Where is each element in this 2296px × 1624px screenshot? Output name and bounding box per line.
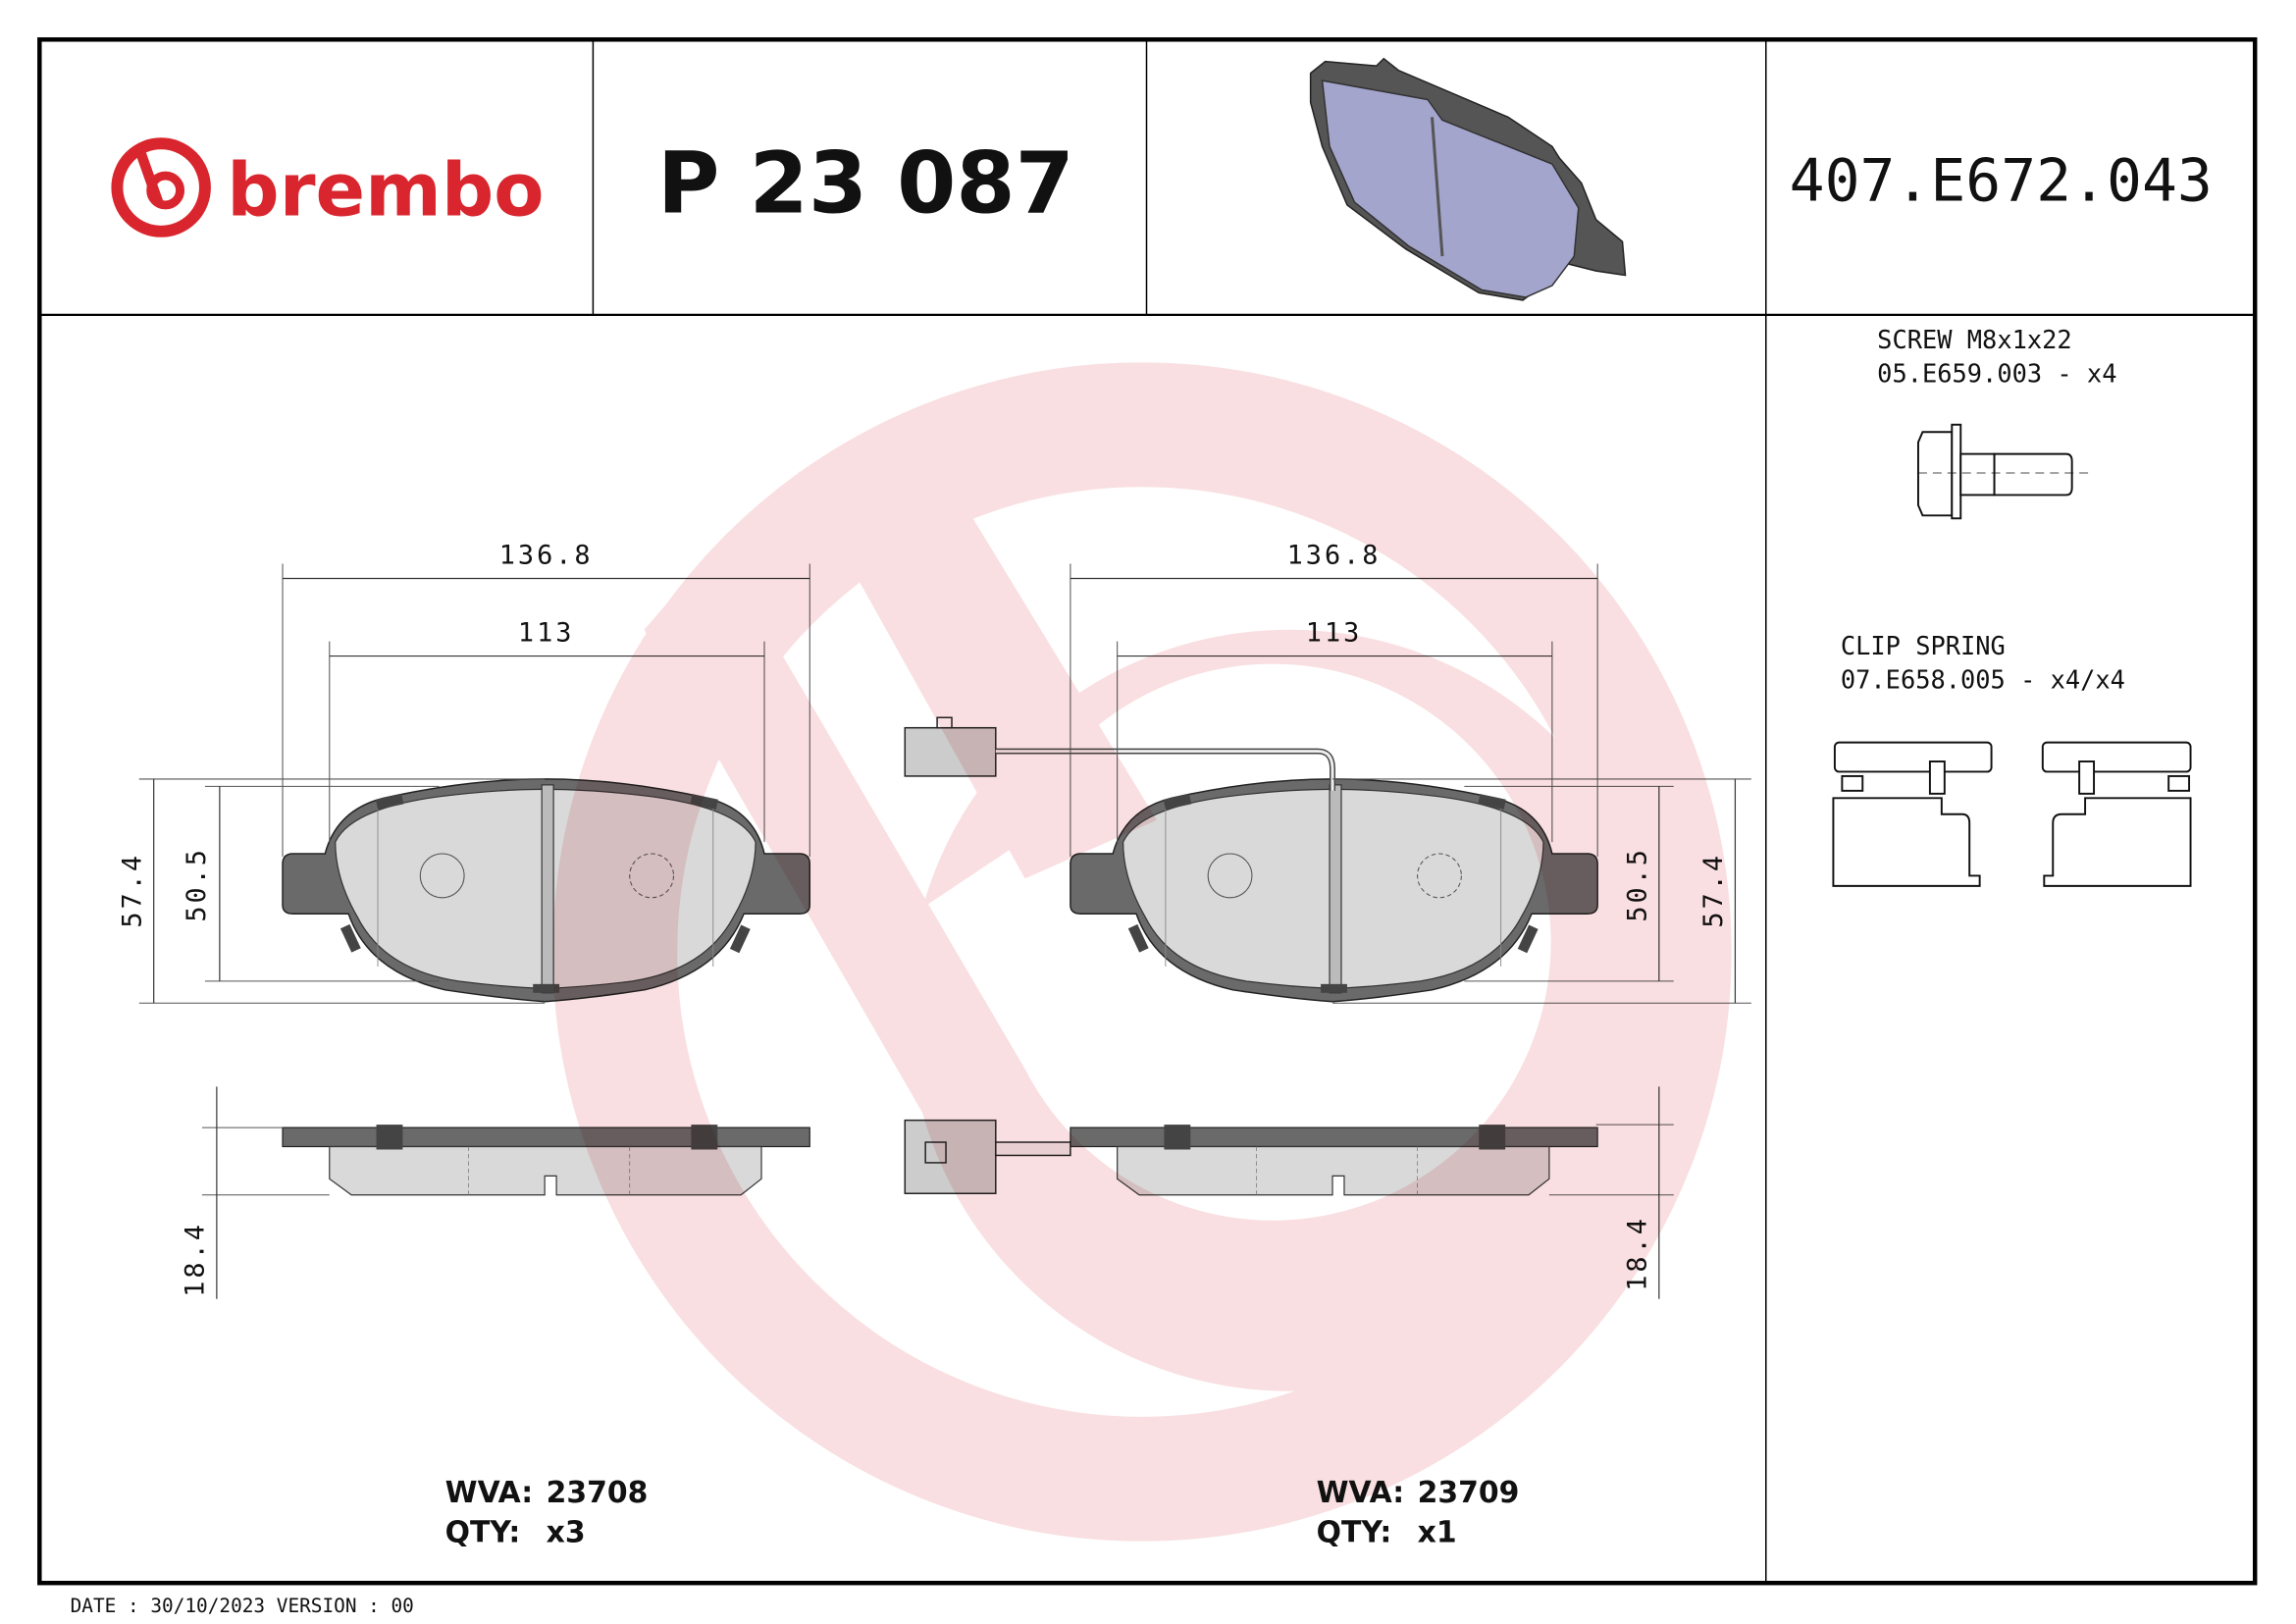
- dim-height-friction: 50.5: [182, 847, 212, 922]
- wva-number: 23708: [547, 1476, 649, 1510]
- wva-number: 23709: [1418, 1476, 1520, 1510]
- dim-height-overall: 57.4: [117, 853, 147, 928]
- brake-pad-image: [1309, 57, 1627, 301]
- qty-value: x1: [1418, 1515, 1457, 1549]
- dim-thickness: 18.4: [180, 1222, 210, 1297]
- screw-icon: [1916, 423, 2092, 520]
- wva-label: WVA:: [445, 1476, 534, 1510]
- screw-code: 05.E659.003 - x4: [1877, 358, 2116, 388]
- qty-value: x3: [547, 1515, 586, 1549]
- logo-text: brembo: [227, 147, 544, 233]
- brembo-watermark: [552, 362, 1732, 1542]
- brembo-logo: brembo: [111, 137, 545, 237]
- clip-spring-icon: [1832, 741, 2192, 887]
- screw-name: SCREW M8x1x22: [1877, 325, 2071, 354]
- wva-label: WVA:: [1317, 1476, 1405, 1510]
- reference-code: 407.E672.043: [1790, 147, 2213, 215]
- dim-width-friction: 113: [518, 618, 574, 649]
- qty-label: QTY:: [1317, 1515, 1392, 1549]
- dim-width-overall: 136.8: [499, 541, 594, 571]
- pad-front-view-left: [282, 778, 811, 1003]
- pad-info-left: WVA: 23708 QTY: x3: [445, 1476, 649, 1549]
- date-version: DATE : 30/10/2023 VERSION : 00: [71, 1595, 414, 1617]
- clip-spring-code: 07.E658.005 - x4/x4: [1841, 664, 2125, 694]
- dim-width-overall: 136.8: [1287, 541, 1382, 571]
- clip-spring-name: CLIP SPRING: [1841, 631, 2006, 660]
- part-number: P 23 087: [657, 134, 1074, 233]
- qty-label: QTY:: [445, 1515, 521, 1549]
- pad-info-right: WVA: 23709 QTY: x1: [1317, 1476, 1520, 1549]
